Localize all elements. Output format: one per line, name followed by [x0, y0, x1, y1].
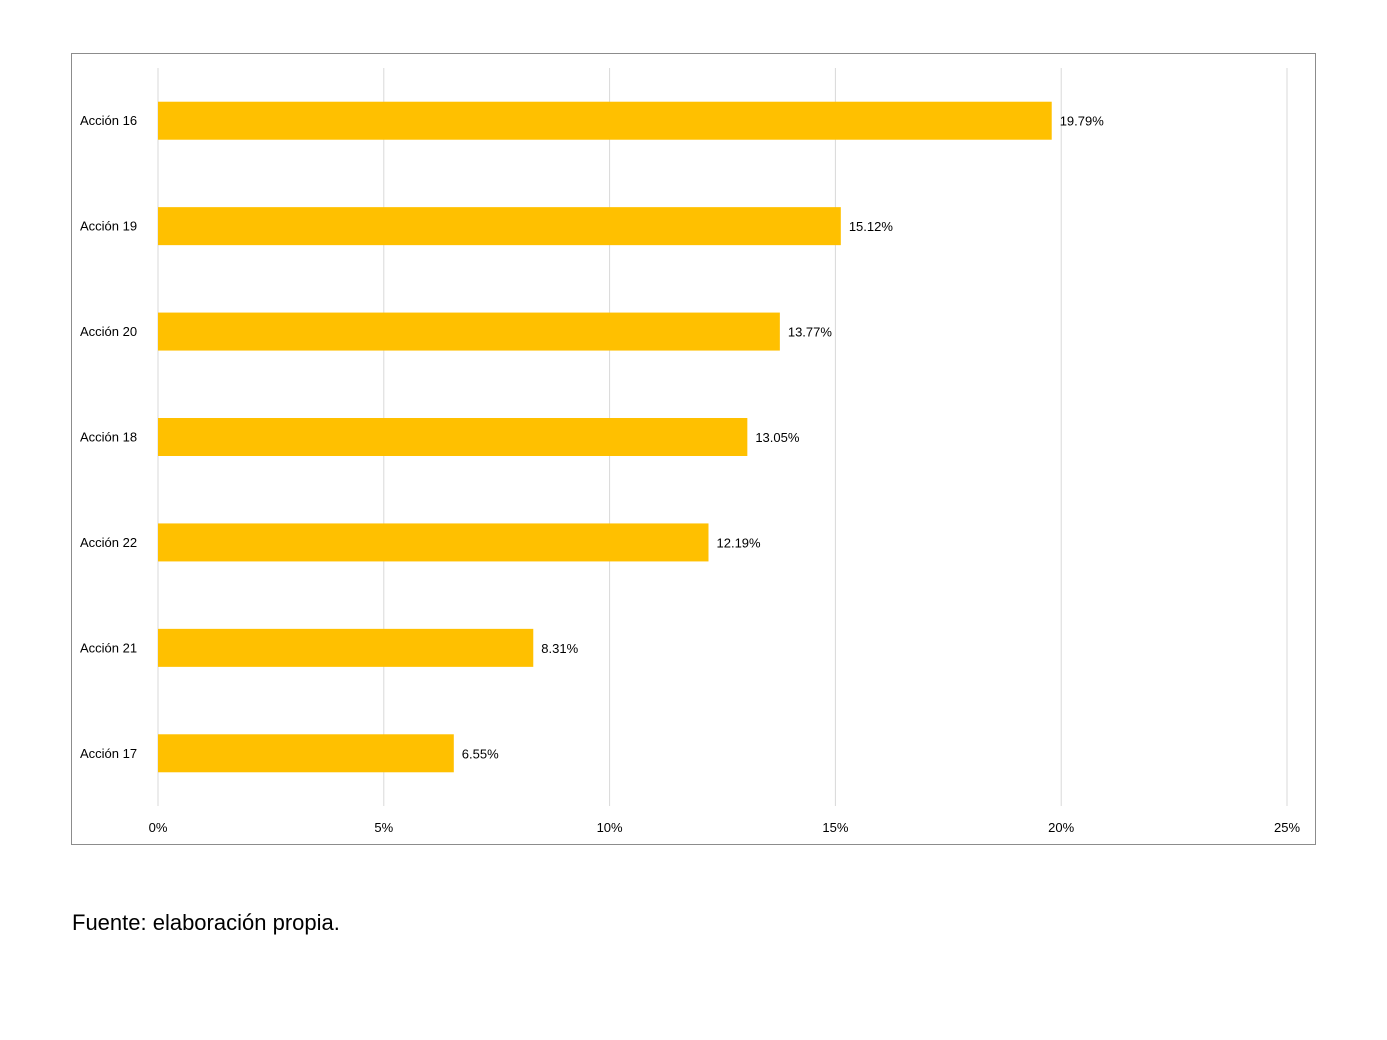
- category-label: Acción 16: [80, 113, 137, 128]
- bar: [158, 418, 748, 456]
- data-label: 15.12%: [849, 219, 894, 234]
- x-tick-label: 15%: [822, 820, 848, 835]
- category-label: Acción 18: [80, 430, 137, 445]
- data-label: 12.19%: [717, 535, 762, 550]
- gridlines: [157, 68, 1288, 806]
- x-tick-label: 5%: [374, 820, 393, 835]
- data-label: 13.77%: [788, 325, 833, 340]
- data-label: 8.31%: [541, 641, 578, 656]
- bar: [158, 523, 709, 562]
- bar: [158, 734, 454, 773]
- category-label: Acción 17: [80, 746, 137, 761]
- source-note: Fuente: elaboración propia.: [72, 910, 340, 935]
- bar: [158, 312, 780, 351]
- x-tick-label: 25%: [1274, 820, 1300, 835]
- category-label: Acción 22: [80, 535, 137, 550]
- category-label: Acción 21: [80, 640, 137, 655]
- data-label: 19.79%: [1060, 114, 1105, 129]
- category-label: Acción 20: [80, 324, 137, 339]
- data-label: 6.55%: [462, 746, 499, 761]
- category-label: Acción 19: [80, 219, 137, 234]
- x-tick-label: 20%: [1048, 820, 1074, 835]
- labels: 0% 5% 10% 15% 20% 25% Acción 16 19.79% Acción 19…: [80, 113, 1300, 835]
- bars: [158, 101, 1052, 773]
- bar: [158, 207, 841, 246]
- bar: [158, 101, 1052, 140]
- data-label: 13.05%: [755, 430, 800, 445]
- x-tick-label: 10%: [597, 820, 623, 835]
- x-tick-label: 0%: [149, 820, 168, 835]
- bar-chart: 0% 5% 10% 15% 20% 25% Acción 16 19.79% Acción 19…: [71, 53, 1316, 845]
- bar: [158, 628, 534, 667]
